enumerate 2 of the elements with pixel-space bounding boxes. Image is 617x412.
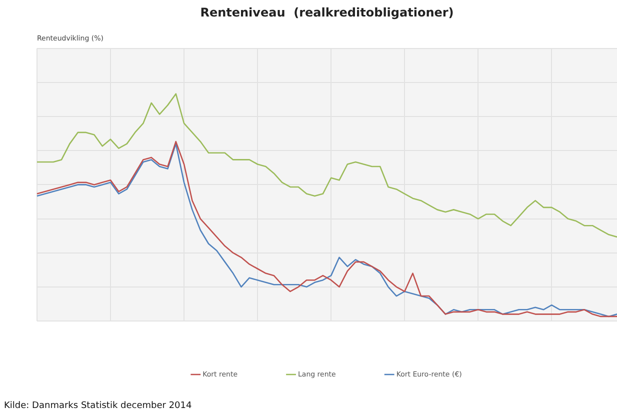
text: Kilde: Danmarks Statistik december 2014	[4, 400, 192, 411]
chart-title: Renteniveau (realkreditobligationer)	[200, 5, 454, 20]
